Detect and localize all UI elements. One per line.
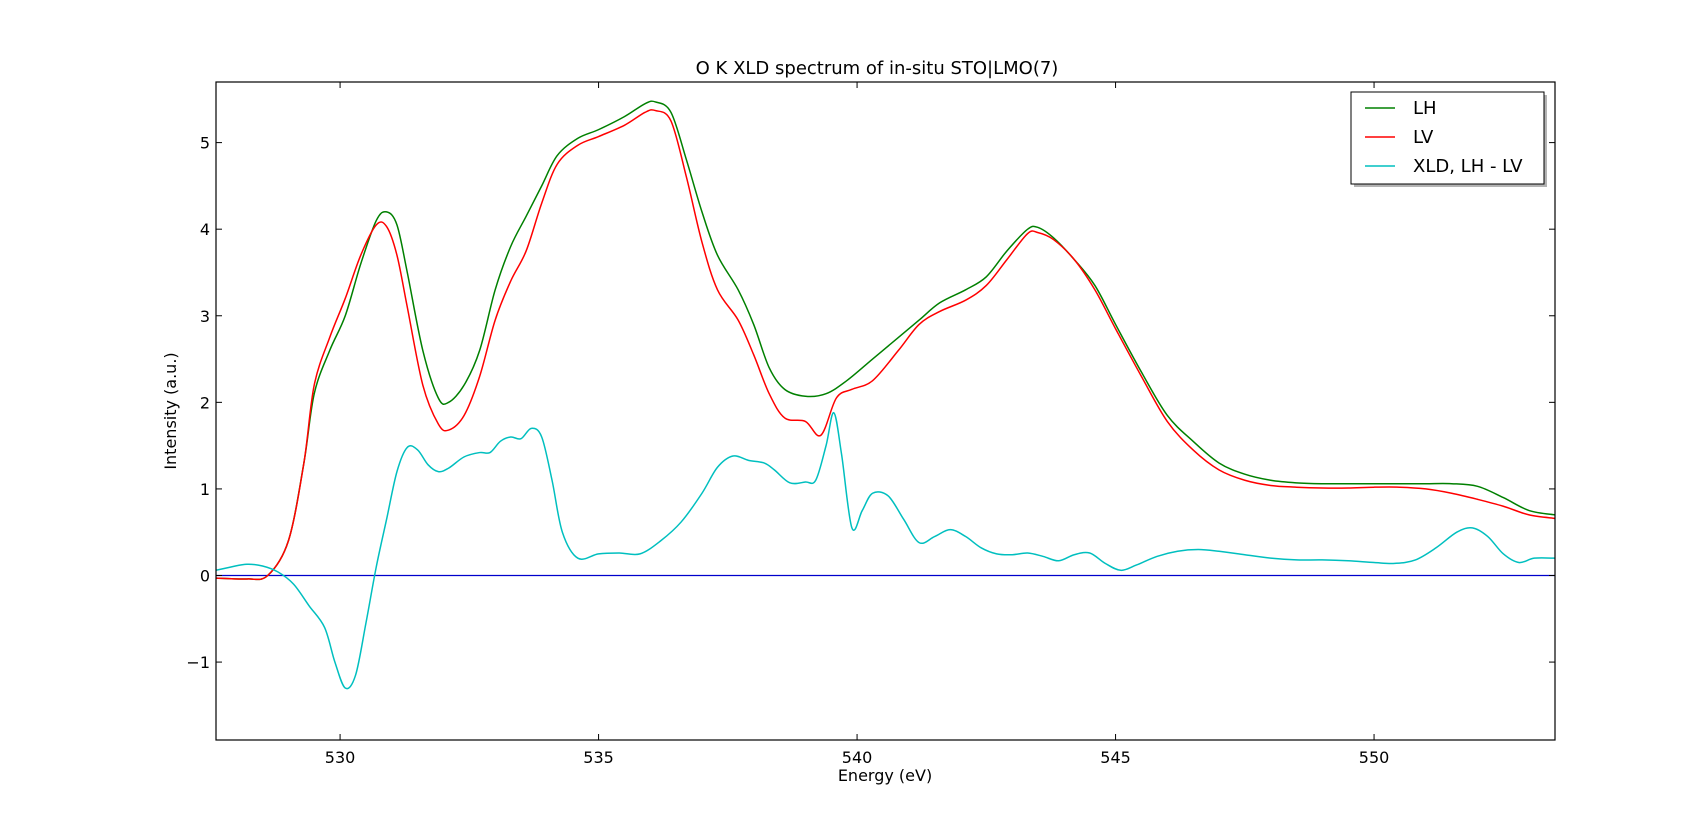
plot-frame [215, 81, 1556, 741]
y-axis-title: Intensity (a.u.) [161, 352, 180, 469]
legend-label: XLD, LH - LV [1413, 156, 1523, 177]
y-tick-label: 2 [200, 393, 210, 412]
y-tick-label: 5 [200, 134, 210, 153]
x-tick-label: 530 [325, 748, 356, 767]
x-tick-label: 545 [1100, 748, 1131, 767]
chart-title: O K XLD spectrum of in-situ STO|LMO(7) [696, 58, 1059, 79]
x-tick-label: 540 [842, 748, 873, 767]
y-tick-label: −1 [186, 653, 210, 672]
y-tick-label: 4 [200, 220, 210, 239]
legend-label: LH [1413, 98, 1437, 119]
x-tick-label: 535 [583, 748, 614, 767]
y-tick-label: 3 [200, 307, 210, 326]
y-tick-label: 0 [200, 567, 210, 586]
y-tick-label: 1 [200, 480, 210, 499]
series-line-xld [216, 411, 1555, 690]
x-axis-title: Energy (eV) [838, 766, 932, 785]
series-line-lv [216, 109, 1555, 581]
legend-label: LV [1413, 127, 1434, 148]
series-line-lh [216, 100, 1555, 581]
x-tick-label: 550 [1359, 748, 1390, 767]
legend: LH LV XLD, LH - LV [1350, 91, 1547, 187]
